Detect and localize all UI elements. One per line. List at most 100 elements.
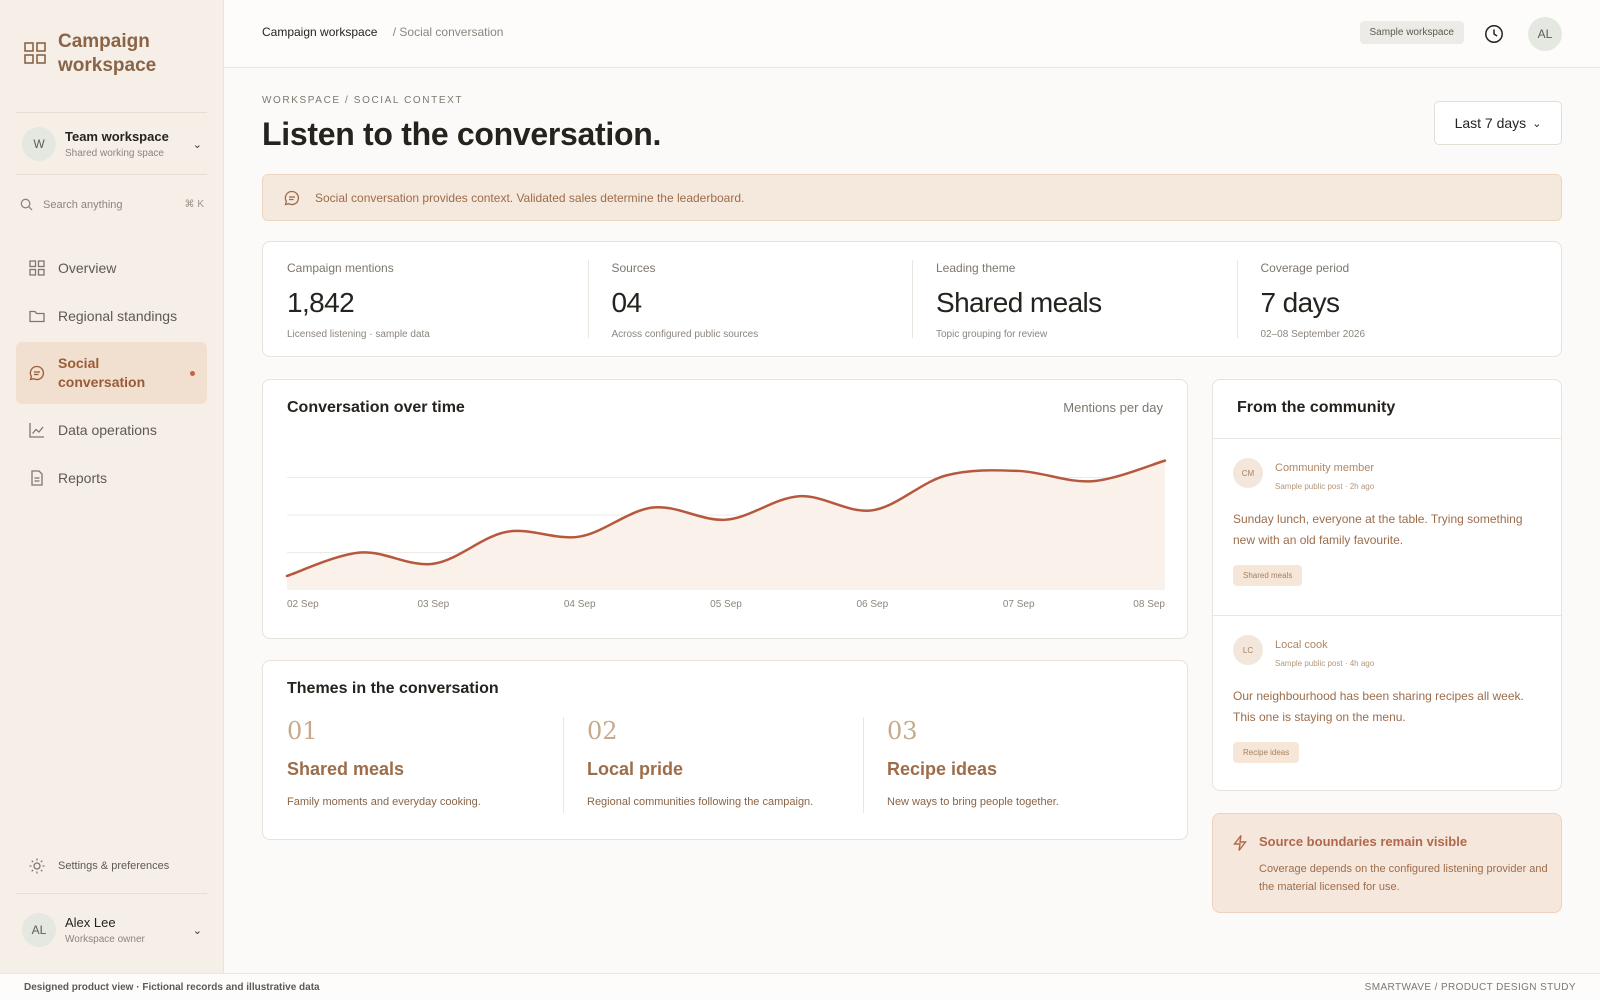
avatar: LC xyxy=(1233,635,1263,665)
document-icon xyxy=(31,470,43,486)
top-bar: Campaign workspace / Social conversation… xyxy=(224,0,1600,68)
theme-name: Shared meals xyxy=(287,759,405,779)
sidebar-item-label: Reports xyxy=(58,470,108,486)
breadcrumb-root[interactable]: Campaign workspace xyxy=(262,25,378,39)
theme-description: Regional communities following the campa… xyxy=(587,796,814,808)
divider xyxy=(16,174,207,175)
avatar[interactable]: AL xyxy=(1528,17,1562,51)
theme-item: 01 Shared meals Family moments and every… xyxy=(287,717,557,808)
post-tag[interactable]: Recipe ideas xyxy=(1233,742,1300,763)
search-shortcut: ⌘ K xyxy=(184,199,204,210)
kpi-sources: Sources 04 Across configured public sour… xyxy=(587,242,913,356)
info-notice: Social conversation provides context. Va… xyxy=(262,174,1562,221)
themes-card: Themes in the conversation 01 Shared mea… xyxy=(262,660,1188,840)
theme-description: New ways to bring people together. xyxy=(887,796,1059,808)
lightning-icon xyxy=(1233,835,1247,851)
footer-right: SMARTWAVE / PRODUCT DESIGN STUDY xyxy=(1364,982,1576,993)
team-subtitle: Shared working space xyxy=(65,148,164,159)
team-switcher[interactable]: W Team workspace Shared working space ⌄ xyxy=(22,124,202,164)
settings-label: Settings & preferences xyxy=(58,860,170,872)
kpi-subtext: Licensed listening · sample data xyxy=(287,329,430,340)
kpi-label: Leading theme xyxy=(936,261,1016,275)
line-chart-icon xyxy=(29,423,44,438)
date-range-select[interactable]: Last 7 days ⌄ xyxy=(1434,101,1562,145)
kpi-value: 04 xyxy=(611,287,643,318)
kpi-value: Shared meals xyxy=(936,287,1102,318)
gear-icon xyxy=(29,858,45,874)
post-author: Community member xyxy=(1275,462,1375,474)
date-range-label: Last 7 days xyxy=(1454,115,1527,131)
sidebar-item-regional-standings[interactable]: Regional standings xyxy=(16,292,207,340)
x-tick-label: 07 Sep xyxy=(1003,599,1035,610)
themes-title: Themes in the conversation xyxy=(287,680,499,697)
kpi-value: 7 days xyxy=(1260,287,1341,318)
kpi-label: Sources xyxy=(611,261,656,275)
avatar: CM xyxy=(1233,458,1263,488)
breadcrumb-current: / Social conversation xyxy=(392,25,504,39)
post-meta: Sample public post · 4h ago xyxy=(1275,659,1375,668)
sidebar-item-overview[interactable]: Overview xyxy=(16,244,207,292)
search-placeholder: Search anything xyxy=(43,198,123,211)
divider xyxy=(1213,615,1561,616)
kpi-label: Campaign mentions xyxy=(287,261,394,275)
theme-item: 03 Recipe ideas New ways to bring people… xyxy=(887,717,1157,808)
source-boundaries-note: Source boundaries remain visible Coverag… xyxy=(1212,813,1562,913)
page-footer: Designed product view · Fictional record… xyxy=(0,973,1600,1000)
theme-description: Family moments and everyday cooking. xyxy=(287,796,481,808)
theme-number: 03 xyxy=(887,717,918,745)
sidebar: Campaign workspace W Team workspace Shar… xyxy=(0,0,224,973)
conversation-chart: 02 Sep 03 Sep 04 Sep 05 Sep 06 Sep 07 Sep 08 S… xyxy=(285,459,1167,610)
note-text: Coverage depends on the configured liste… xyxy=(1259,863,1548,893)
divider xyxy=(1213,438,1561,439)
theme-number: 01 xyxy=(287,717,318,745)
note-title: Source boundaries remain visible xyxy=(1259,834,1468,849)
chart-unit: Mentions per day xyxy=(1063,400,1163,415)
settings-link[interactable]: Settings & preferences xyxy=(28,857,169,875)
kpi-subtext: 02–08 September 2026 xyxy=(1260,329,1366,340)
divider xyxy=(863,717,864,813)
kpi-campaign-mentions: Campaign mentions 1,842 Licensed listeni… xyxy=(263,242,588,356)
conversation-chart-card: Conversation over time Mentions per day … xyxy=(262,379,1188,639)
team-title: Team workspace xyxy=(65,129,169,144)
post-tag[interactable]: Shared meals xyxy=(1233,565,1303,586)
x-tick-label: 05 Sep xyxy=(710,599,742,610)
clock-icon[interactable] xyxy=(1484,24,1504,44)
x-tick-label: 06 Sep xyxy=(856,599,888,610)
community-post[interactable]: CM Community member Sample public post ·… xyxy=(1233,458,1543,586)
community-post[interactable]: LC Local cook Sample public post · 4h ag… xyxy=(1233,635,1543,763)
workspace-badge: Sample workspace xyxy=(1359,21,1464,44)
chevron-down-icon: ⌄ xyxy=(192,924,202,937)
search-icon xyxy=(20,198,33,211)
chevron-down-icon: ⌄ xyxy=(1532,117,1542,130)
chevron-down-icon: ⌄ xyxy=(192,138,202,151)
user-menu[interactable]: AL Alex Lee Workspace owner ⌄ xyxy=(22,913,202,947)
x-tick-label: 04 Sep xyxy=(564,599,596,610)
kpi-subtext: Topic grouping for review xyxy=(936,329,1048,340)
brand[interactable]: Campaign workspace xyxy=(24,30,178,78)
sidebar-item-label: Social conversation xyxy=(58,355,146,390)
sidebar-item-social-conversation[interactable]: Social conversation xyxy=(16,342,207,404)
post-text: Sunday lunch, everyone at the table. Try… xyxy=(1233,512,1523,547)
user-role: Workspace owner xyxy=(65,934,145,945)
page-title: Listen to the conversation. xyxy=(262,116,662,152)
chart-title: Conversation over time xyxy=(287,399,465,416)
kpi-strip: Campaign mentions 1,842 Licensed listeni… xyxy=(262,241,1562,357)
chat-bubble-icon xyxy=(29,365,45,381)
sidebar-item-label: Regional standings xyxy=(58,308,178,324)
folder-icon xyxy=(29,310,45,323)
theme-name: Recipe ideas xyxy=(887,759,998,779)
breadcrumb: Campaign workspace / Social conversation xyxy=(262,25,503,39)
sidebar-item-reports[interactable]: Reports xyxy=(16,454,207,502)
x-tick-label: 03 Sep xyxy=(417,599,449,610)
post-text: Our neighbourhood has been sharing recip… xyxy=(1233,689,1524,724)
page-eyebrow: WORKSPACE / SOCIAL CONTEXT xyxy=(262,95,464,106)
sidebar-item-label: Overview xyxy=(58,260,117,276)
sidebar-item-data-operations[interactable]: Data operations xyxy=(16,406,207,454)
kpi-label: Coverage period xyxy=(1260,261,1350,275)
x-tick-label: 02 Sep xyxy=(287,599,319,610)
team-avatar: W xyxy=(22,127,56,161)
theme-number: 02 xyxy=(587,717,618,745)
search-input[interactable]: Search anything ⌘ K xyxy=(20,198,204,211)
community-title: From the community xyxy=(1237,399,1396,416)
divider xyxy=(563,717,564,813)
